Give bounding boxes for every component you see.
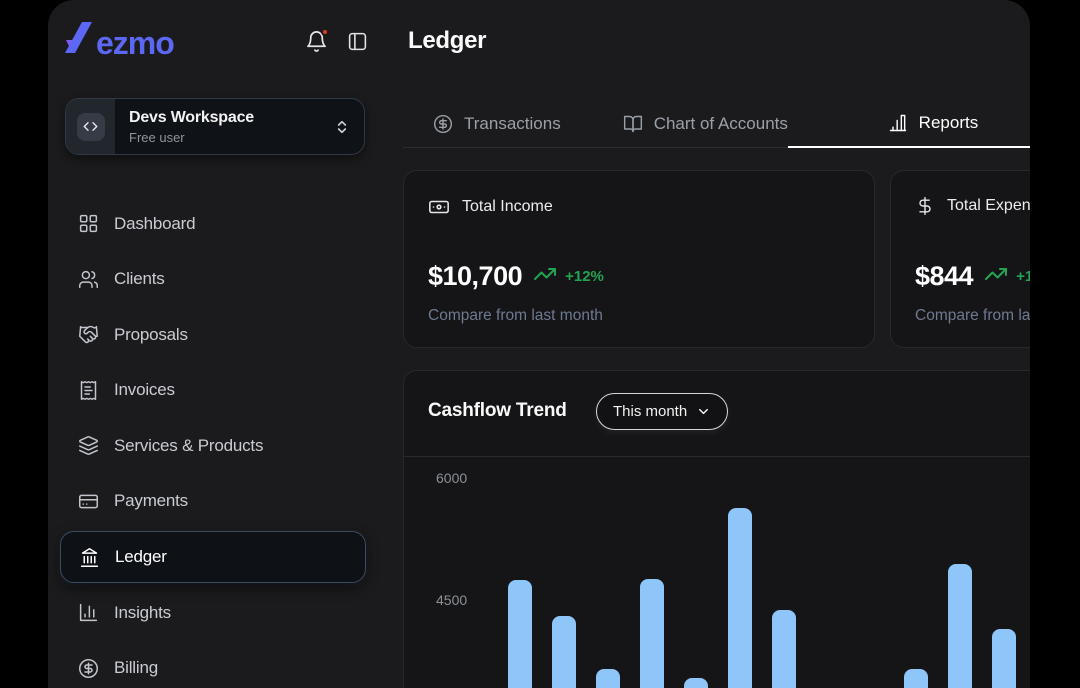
app-window: ezmo [48, 0, 1030, 688]
chevron-down-icon [696, 404, 711, 419]
total-expenses-card: Total Expenses $844 +12% [890, 170, 1030, 348]
tab-label: Chart of Accounts [653, 113, 788, 133]
workspace-name: Devs Workspace [129, 108, 254, 126]
tab-bar: Transactions Chart of Accounts [403, 100, 1030, 148]
period-label: This month [613, 403, 688, 420]
sidebar-item-label: Billing [114, 658, 158, 678]
cashflow-bar [684, 678, 708, 688]
sidebar-item-label: Clients [114, 269, 165, 289]
app-logo: ezmo [65, 22, 175, 61]
main-content: Ledger Transactions [403, 0, 1030, 688]
code-icon [76, 112, 105, 141]
sidebar-item-billing[interactable]: Billing [48, 641, 403, 688]
compare-caption: Compare from last month [428, 307, 603, 324]
sidebar-item-label: Dashboard [114, 213, 196, 233]
sidebar-item-label: Proposals [114, 324, 188, 344]
expenses-amount: $844 [915, 261, 974, 291]
tab-label: Transactions [464, 113, 561, 133]
tab-label: Reports [918, 113, 979, 132]
cashflow-bar [728, 508, 752, 688]
sidebar-item-payments[interactable]: Payments [48, 474, 403, 530]
workspace-icon-wrap [66, 99, 116, 154]
chart-title: Cashflow Trend [428, 400, 567, 421]
sidebar-item-clients[interactable]: Clients [48, 252, 403, 308]
sidebar-item-label: Services & Products [114, 435, 264, 455]
cashflow-bar [508, 579, 532, 688]
page-title: Ledger [408, 27, 487, 54]
sidebar-item-services-products[interactable]: Services & Products [48, 418, 403, 474]
card-label-row: Total Expenses [915, 196, 1030, 216]
cashflow-bar [948, 563, 972, 688]
card-amount-row: $844 +12% [915, 261, 1030, 292]
handshake-icon [78, 324, 99, 345]
notification-dot [321, 28, 329, 36]
workspace-plan: Free user [129, 129, 185, 145]
sidebar-toggle-button[interactable] [347, 31, 368, 57]
sidebar: ezmo [48, 0, 403, 688]
sidebar-item-label: Insights [114, 602, 171, 622]
compare-caption: Compare from last month [915, 307, 1030, 324]
cashflow-bar [596, 668, 620, 688]
chevrons-up-down-icon [334, 99, 364, 154]
cashflow-bar [904, 668, 928, 688]
bar-chart-icon [78, 602, 99, 623]
tab-reports[interactable]: Reports [787, 100, 1030, 148]
sidebar-item-insights[interactable]: Insights [48, 585, 403, 641]
logo-text: ezmo [96, 25, 175, 61]
y-axis-tick: 6000 [436, 470, 468, 486]
period-dropdown[interactable]: This month [596, 393, 729, 430]
change-percent: +12% [565, 268, 604, 285]
card-amount-row: $10,700 +12% [428, 261, 604, 292]
notifications-button[interactable] [305, 28, 329, 58]
expenses-change: +12% [983, 265, 1030, 288]
trending-up-icon [532, 265, 558, 288]
users-icon [78, 269, 99, 290]
change-percent: +12% [1016, 268, 1030, 285]
total-income-card: Total Income $10,700 +12% [403, 170, 875, 348]
dollar-icon [915, 196, 935, 216]
banknote-icon [428, 196, 450, 218]
credit-card-icon [78, 491, 99, 512]
dollar-circle-icon [78, 658, 99, 679]
sidebar-item-ledger[interactable]: Ledger [60, 531, 366, 583]
sidebar-item-dashboard[interactable]: Dashboard [48, 196, 403, 252]
layers-icon [78, 435, 99, 456]
workspace-text: Devs Workspace Free user [116, 99, 334, 154]
sidebar-item-label: Ledger [115, 547, 167, 566]
income-amount: $10,700 [428, 261, 523, 291]
cashflow-bar-chart: 6000 4500 [404, 456, 1030, 688]
sidebar-item-invoices[interactable]: Invoices [48, 363, 403, 419]
sidebar-item-label: Payments [114, 491, 188, 511]
grid-icon [78, 213, 99, 234]
sidebar-item-label: Invoices [114, 380, 175, 400]
receipt-icon [78, 380, 99, 401]
workspace-selector[interactable]: Devs Workspace Free user [65, 98, 365, 155]
logo-slash-icon [65, 22, 92, 58]
trending-up-icon [983, 265, 1009, 288]
cashflow-bar [640, 579, 664, 688]
cashflow-bar [992, 629, 1016, 688]
card-label: Total Income [462, 198, 553, 215]
sidebar-item-proposals[interactable]: Proposals [48, 307, 403, 363]
income-change: +12% [532, 265, 604, 288]
cashflow-bar [552, 616, 576, 688]
dollar-circle-icon [433, 114, 453, 134]
y-axis-tick: 4500 [436, 592, 468, 608]
book-open-icon [623, 114, 643, 134]
bank-icon [79, 547, 100, 568]
chart-header-divider [404, 456, 1030, 457]
card-label: Total Expenses [947, 197, 1030, 214]
cashflow-trend-card: Cashflow Trend This month 6000 4500 [403, 370, 1030, 688]
tab-transactions[interactable]: Transactions [433, 100, 561, 147]
sidebar-nav: Dashboard Clients [48, 196, 403, 688]
bar-chart-icon [888, 113, 908, 133]
card-label-row: Total Income [428, 196, 553, 218]
cashflow-bar [772, 609, 796, 688]
tab-chart-of-accounts[interactable]: Chart of Accounts [623, 100, 788, 147]
